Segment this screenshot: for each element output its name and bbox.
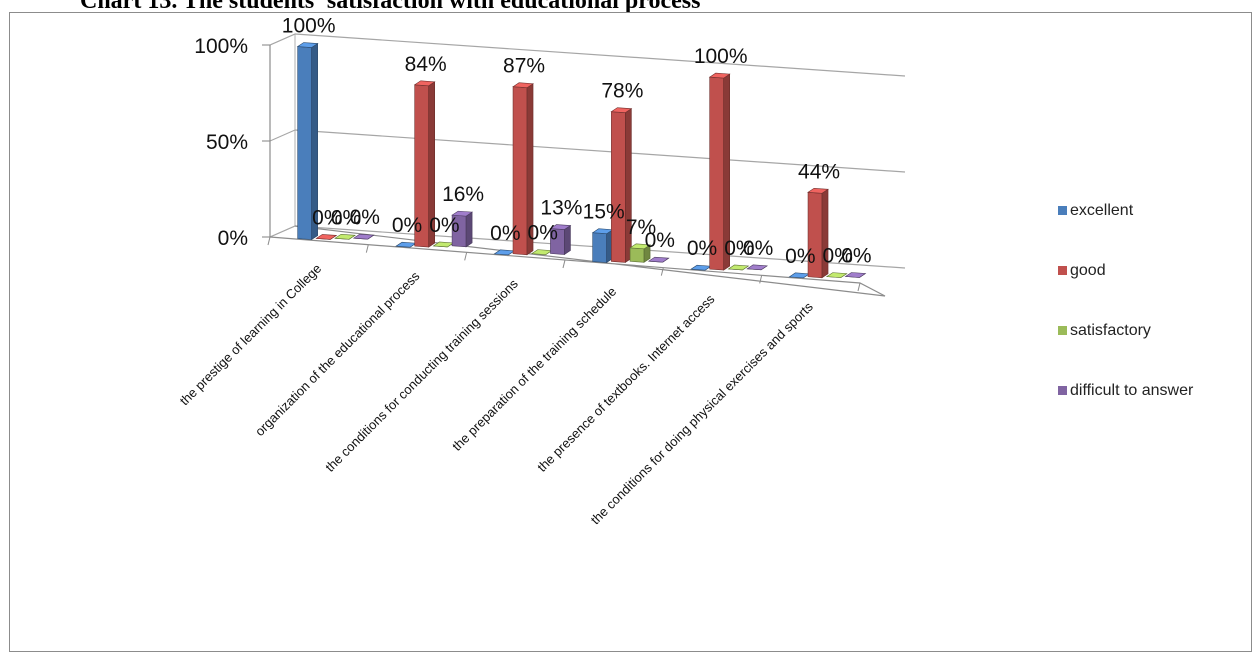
- data-label: 0%: [350, 206, 380, 229]
- data-label: 100%: [282, 15, 336, 38]
- bar: [825, 272, 848, 278]
- gridline-side: [269, 33, 296, 46]
- bar: [432, 241, 455, 248]
- legend-label: good: [1070, 262, 1106, 279]
- legend-swatch: [1058, 266, 1067, 275]
- x-tick: [759, 275, 763, 284]
- data-label: 0%: [528, 222, 558, 245]
- x-tick-label: the presence of textbooks. Internet acce…: [534, 291, 718, 475]
- bar: [334, 233, 356, 240]
- x-tick: [660, 267, 664, 276]
- bar: [296, 42, 319, 241]
- data-label: 0%: [429, 214, 459, 237]
- bar: [708, 72, 731, 271]
- x-tick: [857, 282, 861, 292]
- legend-swatch: [1058, 326, 1067, 335]
- x-tick-label: the preparation of the training schedule: [449, 284, 619, 454]
- gridline: [294, 129, 906, 173]
- data-label: 15%: [583, 201, 625, 224]
- legend-label: excellent: [1070, 202, 1134, 219]
- bar: [844, 272, 867, 278]
- data-label: 0%: [785, 245, 815, 268]
- data-label: 0%: [724, 237, 754, 260]
- bar: [413, 80, 436, 248]
- data-label: 87%: [503, 55, 545, 78]
- bar: [629, 243, 651, 263]
- data-label: 7%: [626, 216, 656, 239]
- x-axis-labels: the prestige of learning in Collegeorgan…: [177, 261, 817, 528]
- x-tick: [267, 236, 271, 246]
- x-tick-label: organization of the educational process: [252, 268, 423, 439]
- data-label: 78%: [601, 80, 643, 103]
- data-labels: 100%0% 0%15%0% 0%0%84% 87%78%100%44%0% 0% 0% 7…: [282, 15, 872, 268]
- bar: [315, 234, 338, 240]
- bar: [493, 249, 516, 256]
- x-tick-label: the conditions for conducting training s…: [322, 276, 521, 475]
- bar: [610, 107, 633, 263]
- gridline-side: [269, 225, 296, 238]
- data-label: 84%: [405, 53, 447, 76]
- bar: [530, 249, 553, 255]
- x-tick: [464, 252, 468, 261]
- bar: [591, 228, 614, 264]
- data-label: 13%: [540, 197, 582, 220]
- bar: [788, 272, 811, 279]
- y-tick-label: 0%: [218, 227, 248, 250]
- legend-swatch: [1058, 386, 1067, 395]
- y-tick-label: 100%: [194, 35, 248, 58]
- data-label: 0%: [312, 206, 342, 229]
- legend-label: satisfactory: [1070, 322, 1151, 339]
- legend-swatch: [1058, 206, 1067, 215]
- data-label: 44%: [798, 160, 840, 183]
- bar: [395, 241, 417, 248]
- legend: excellent good satisfactory difficult to an…: [1058, 202, 1194, 399]
- x-tick: [365, 244, 369, 253]
- bar: [746, 264, 768, 271]
- bar: [451, 210, 473, 248]
- gridline-side: [269, 129, 296, 142]
- data-label: 0%: [490, 222, 520, 245]
- x-tick: [562, 259, 566, 269]
- bar: [512, 82, 534, 256]
- bar: [727, 264, 750, 271]
- data-label: 0%: [841, 245, 871, 268]
- legend-label: difficult to answer: [1070, 382, 1194, 399]
- bars: [296, 42, 867, 279]
- bar: [647, 256, 670, 263]
- bar: [807, 187, 829, 279]
- bar: [352, 233, 375, 240]
- x-tick-label: the conditions for doing physical exerci…: [588, 299, 817, 528]
- data-label: 0%: [645, 229, 675, 252]
- data-label: 0%: [687, 237, 717, 260]
- data-label: 100%: [694, 45, 748, 68]
- chart-title: Chart 13. The students' satisfaction wit…: [80, 0, 701, 14]
- gridline: [294, 33, 906, 77]
- y-axis: 0% 50% 100%: [194, 35, 861, 292]
- data-label: 0%: [331, 206, 361, 229]
- data-label: 0%: [823, 245, 853, 268]
- data-label: 0%: [743, 237, 773, 260]
- data-label: 16%: [442, 183, 484, 206]
- y-tick-label: 50%: [206, 131, 248, 154]
- bar: [690, 264, 712, 271]
- chart-frame: [9, 12, 1252, 652]
- bar: [549, 224, 572, 256]
- data-label: 0%: [392, 214, 422, 237]
